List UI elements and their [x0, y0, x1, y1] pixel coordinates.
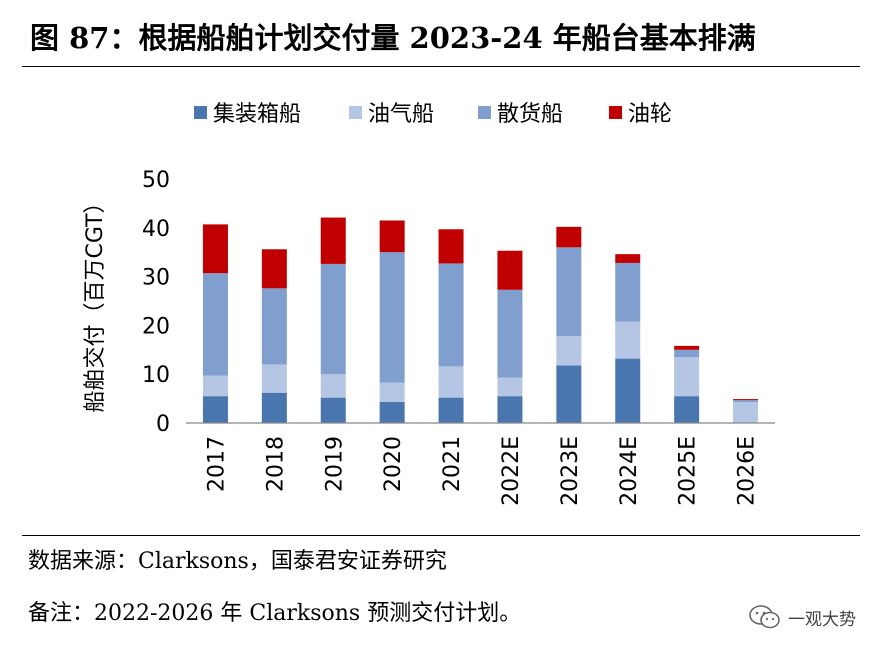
bar-2025E-3	[674, 349, 700, 358]
watermark-text: 一观大势	[788, 609, 856, 630]
bar-2021-1	[438, 397, 464, 423]
legend-swatch-3	[478, 106, 491, 119]
bar-2019-2	[320, 374, 346, 398]
bars	[202, 217, 759, 423]
bar-2023E-1	[556, 365, 582, 423]
y-axis-ticks: 0 10 20 30 40 50	[142, 168, 170, 437]
x-tick-label-2024E: 2024E	[617, 436, 642, 506]
legend-label-1: 集装箱船	[213, 102, 301, 127]
remark-note: 备注：2022-2026 年 Clarksons 预测交付计划。	[28, 601, 522, 626]
x-tick-label-2023E: 2023E	[558, 436, 583, 506]
stacked-bar-chart: 集装箱船 油气船 散货船 油轮 船舶交付（百万CGT） 0 10 20 30 40 50 201…	[83, 102, 775, 506]
bar-2018-4	[261, 249, 287, 289]
x-tick-label-2022E: 2022E	[499, 436, 524, 506]
bar-2021-4	[438, 229, 464, 264]
bar-2020-2	[379, 382, 405, 403]
bar-2019-1	[320, 397, 346, 423]
bar-2023E-3	[556, 247, 582, 337]
bar-2024E-4	[615, 254, 641, 263]
bar-2023E-2	[556, 336, 582, 366]
bar-2025E-2	[674, 357, 700, 397]
y-tick-label-40: 40	[142, 217, 170, 242]
bar-2024E-3	[615, 262, 641, 322]
legend-label-4: 油轮	[628, 102, 672, 127]
x-tick-label-2020: 2020	[381, 436, 406, 492]
x-tick-label-2018: 2018	[263, 436, 288, 492]
bar-2021-3	[438, 263, 464, 367]
wechat-icon	[749, 605, 780, 629]
x-tick-label-2017: 2017	[204, 436, 229, 492]
bar-2022E-2	[497, 377, 523, 397]
bar-2017-2	[202, 375, 228, 397]
footer-divider	[22, 535, 860, 536]
bar-2024E-1	[615, 358, 641, 423]
page-title: 图 87：根据船舶计划交付量 2023-24 年船台基本排满	[30, 21, 756, 55]
bar-2018-3	[261, 288, 287, 365]
y-tick-label-50: 50	[142, 168, 170, 193]
bar-2024E-2	[615, 321, 641, 359]
y-tick-label-10: 10	[142, 363, 170, 388]
bar-2018-1	[261, 392, 287, 423]
bar-2026E-3	[733, 400, 759, 403]
watermark: 一观大势	[748, 604, 856, 630]
bar-2017-3	[202, 273, 228, 376]
bar-2019-3	[320, 263, 346, 375]
source-note: 数据来源：Clarksons，国泰君安证券研究	[28, 549, 447, 574]
y-axis-label: 船舶交付（百万CGT）	[83, 191, 108, 412]
bar-2026E-4	[733, 399, 759, 401]
bar-2020-1	[379, 402, 405, 423]
title-divider	[22, 66, 860, 67]
legend-swatch-4	[609, 106, 622, 119]
x-axis-ticks: 2017 2018 2019 2020 2021 2022E 2023E 2024E 2025E…	[204, 436, 759, 506]
legend-swatch-1	[194, 106, 207, 119]
bar-2022E-4	[497, 250, 523, 290]
y-tick-label-0: 0	[156, 412, 170, 437]
legend-swatch-2	[349, 106, 362, 119]
bar-2023E-4	[556, 226, 582, 248]
legend-label-3: 散货船	[497, 102, 563, 127]
bar-2026E-2	[733, 402, 759, 423]
bar-2020-3	[379, 252, 405, 383]
x-tick-label-2021: 2021	[440, 436, 465, 492]
x-tick-label-2025E: 2025E	[676, 436, 701, 506]
bar-2017-4	[202, 224, 228, 274]
bar-2017-1	[202, 396, 228, 423]
legend-label-2: 油气船	[368, 102, 434, 127]
bar-2021-2	[438, 366, 464, 398]
bar-2020-4	[379, 220, 405, 253]
x-tick-label-2026E: 2026E	[735, 436, 760, 506]
bar-2019-4	[320, 217, 346, 264]
y-tick-label-20: 20	[142, 314, 170, 339]
bar-2025E-1	[674, 396, 700, 423]
bar-2022E-3	[497, 289, 523, 378]
bar-2025E-4	[674, 345, 700, 350]
bar-2018-2	[261, 364, 287, 393]
bar-2022E-1	[497, 396, 523, 423]
chart-legend: 集装箱船 油气船 散货船 油轮	[194, 102, 672, 127]
x-tick-label-2019: 2019	[322, 436, 347, 492]
y-tick-label-30: 30	[142, 266, 170, 291]
